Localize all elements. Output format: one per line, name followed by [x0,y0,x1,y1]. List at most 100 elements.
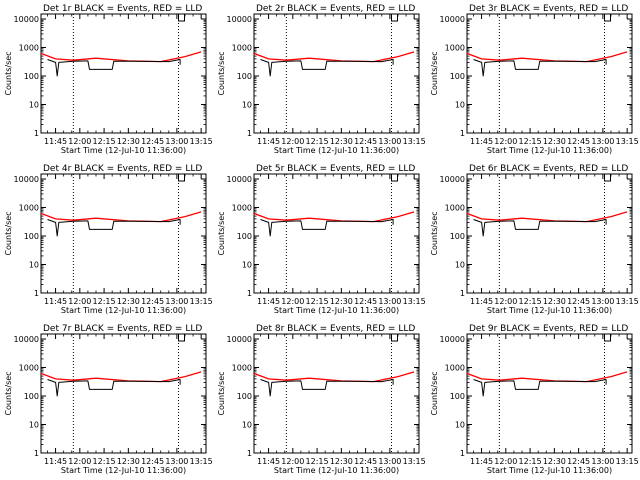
y-axis-title: Counts/sec [217,211,226,255]
lld-series-line [253,51,415,63]
x-tick-label: 11:45 [257,297,280,306]
lld-series-line [40,51,202,63]
events-series-line [260,219,394,237]
x-axis-ticks: 11:45 12:00 12:15 12:30 12:45 13:00 13:15 [470,174,639,306]
x-tick-label: 13:00 [165,137,188,146]
y-tick-label: 10000 [14,335,39,344]
plot-frame [466,173,633,294]
y-tick-label: 1000 [232,44,252,53]
x-tick-label: 12:00 [494,137,517,146]
plot-title: Det 8r BLACK = Events, RED = LLD [256,324,415,334]
y-tick-label: 10000 [14,15,39,24]
y-tick-label: 10 [242,101,252,110]
x-tick-label: 12:30 [330,137,353,146]
x-axis-title: Start Time (12-Jul-10 11:36:00) [61,466,186,475]
y-tick-label: 100 [24,232,39,241]
x-tick-label: 12:30 [543,137,566,146]
marker-bracket [391,174,398,182]
y-tick-label: 10 [455,421,465,430]
marker-bracket [391,14,398,22]
marker-bracket [604,14,611,22]
x-tick-label: 12:30 [330,297,353,306]
x-axis-title: Start Time (12-Jul-10 11:36:00) [487,146,612,155]
x-tick-label: 13:15 [616,297,639,306]
detector-plot-4: Det 4r BLACK = Events, RED = LLD 1 10 100 10… [4,164,213,315]
x-tick-label: 11:45 [44,137,67,146]
marker-bracket [391,334,398,342]
y-tick-label: 1 [247,449,252,458]
x-tick-label: 13:15 [190,457,213,466]
plot-frame [40,173,207,294]
events-series-line [473,59,607,77]
x-tick-label: 13:15 [403,457,426,466]
lld-series-line [253,211,415,223]
y-axis-title: Counts/sec [430,211,439,255]
y-tick-label: 1 [460,449,465,458]
x-tick-label: 12:45 [354,457,377,466]
detector-plot-6: Det 6r BLACK = Events, RED = LLD 1 10 100 10… [430,164,639,315]
x-tick-label: 12:45 [354,297,377,306]
lld-series-line [466,371,628,383]
lld-series-line [253,371,415,383]
x-tick-label: 12:45 [141,137,164,146]
x-tick-label: 11:45 [470,457,493,466]
x-tick-label: 12:15 [93,457,116,466]
y-tick-label: 10 [455,261,465,270]
plot-title: Det 9r BLACK = Events, RED = LLD [469,324,628,334]
x-axis-title: Start Time (12-Jul-10 11:36:00) [274,146,399,155]
y-tick-label: 1000 [445,44,465,53]
y-tick-label: 10 [242,261,252,270]
y-tick-label: 100 [450,72,465,81]
x-tick-label: 12:15 [306,457,329,466]
x-tick-label: 12:45 [141,297,164,306]
y-axis-ticks: 1 10 100 1000 10000 [227,15,419,138]
y-tick-label: 1000 [232,364,252,373]
y-tick-label: 100 [237,232,252,241]
plot-title: Det 5r BLACK = Events, RED = LLD [256,164,415,174]
y-axis-title: Counts/sec [430,371,439,415]
x-axis-ticks: 11:45 12:00 12:15 12:30 12:45 13:00 13:15 [44,334,213,466]
x-axis-title: Start Time (12-Jul-10 11:36:00) [61,306,186,315]
x-axis-ticks: 11:45 12:00 12:15 12:30 12:45 13:00 13:15 [44,14,213,146]
marker-bracket [604,174,611,182]
plot-frame [253,173,420,294]
x-tick-label: 12:45 [354,137,377,146]
x-tick-label: 13:15 [190,297,213,306]
y-axis-ticks: 1 10 100 1000 10000 [440,175,632,298]
lld-series-line [466,51,628,63]
y-tick-label: 10 [29,421,39,430]
events-series-line [473,219,607,237]
y-axis-ticks: 1 10 100 1000 10000 [14,175,206,298]
x-axis-ticks: 11:45 12:00 12:15 12:30 12:45 13:00 13:15 [257,14,426,146]
marker-bracket [178,334,185,342]
plot-frame [253,13,420,134]
detector-plot-3: Det 3r BLACK = Events, RED = LLD 1 10 100 10… [430,4,639,155]
y-tick-label: 1 [34,289,39,298]
y-tick-label: 1 [460,289,465,298]
y-axis-ticks: 1 10 100 1000 10000 [14,335,206,458]
detector-plot-9: Det 9r BLACK = Events, RED = LLD 1 10 100 10… [430,324,639,475]
events-series-line [260,59,394,77]
y-tick-label: 1000 [232,204,252,213]
detector-plot-5: Det 5r BLACK = Events, RED = LLD 1 10 100 10… [217,164,426,315]
x-tick-label: 12:30 [543,457,566,466]
y-tick-label: 1 [247,289,252,298]
x-tick-label: 12:15 [93,297,116,306]
x-axis-ticks: 11:45 12:00 12:15 12:30 12:45 13:00 13:15 [257,174,426,306]
plot-title: Det 3r BLACK = Events, RED = LLD [469,4,628,14]
x-tick-label: 13:00 [378,137,401,146]
y-axis-ticks: 1 10 100 1000 10000 [14,15,206,138]
y-tick-label: 1000 [445,364,465,373]
x-tick-label: 13:00 [165,457,188,466]
y-tick-label: 1 [34,129,39,138]
plot-frame [40,333,207,454]
x-axis-title: Start Time (12-Jul-10 11:36:00) [487,466,612,475]
x-tick-label: 11:45 [44,457,67,466]
x-tick-label: 12:45 [567,297,590,306]
x-axis-ticks: 11:45 12:00 12:15 12:30 12:45 13:00 13:15 [470,334,639,466]
x-tick-label: 12:00 [281,137,304,146]
y-tick-label: 10 [29,261,39,270]
lld-series-line [40,371,202,383]
x-tick-label: 12:30 [543,297,566,306]
x-tick-label: 12:30 [117,137,140,146]
